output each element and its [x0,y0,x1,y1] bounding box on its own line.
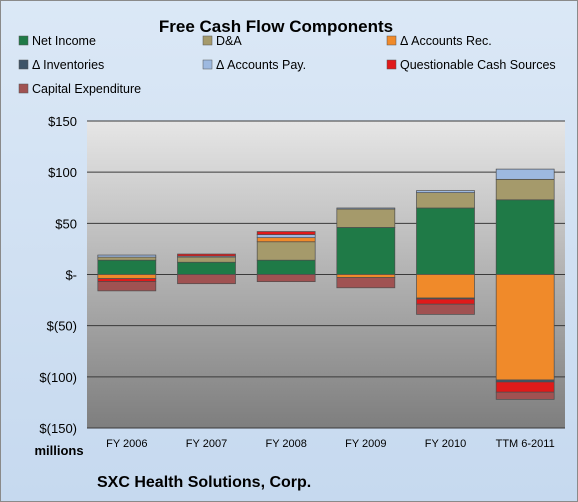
legend-label-delta-accounts-pay: Δ Accounts Pay. [216,58,306,72]
x-tick-label: FY 2006 [106,438,147,450]
bar-d-a-fy-2010 [416,192,475,209]
bar-net-income-fy-2010 [416,207,475,275]
bar-delta-accounts-pay-ttm-6-2011 [495,168,555,180]
units-label: millions [34,443,83,458]
bar-questionable-cash-sources-fy-2006 [97,278,157,283]
legend-label-d-a: D&A [216,34,242,48]
x-tick-label: FY 2008 [265,438,306,450]
bar-delta-accounts-rec-fy-2010 [416,274,475,299]
legend-label-delta-inventories: Δ Inventories [32,58,104,72]
bar-questionable-cash-sources-fy-2008 [256,231,316,235]
bar-delta-accounts-pay-fy-2008 [256,234,316,239]
bar-delta-accounts-pay-fy-2006 [97,254,157,258]
gridlines [87,120,565,429]
bar-capital-expenditure-fy-2006 [97,281,157,292]
bar-delta-accounts-pay-fy-2009 [336,207,396,210]
legend: Net Income D&A Δ Accounts Rec. Δ Inventorie… [18,34,556,96]
y-axis: $150 $100 $50 $- $(50) $(100) $(150) [39,114,77,436]
legend-swatch-capital-expenditure [18,83,29,94]
x-axis: FY 2006 FY 2007 FY 2008 FY 2009 FY 2010 TTM 6… [106,438,555,450]
y-tick-label: $- [65,268,77,283]
bars [97,168,555,400]
y-tick-label: $100 [48,165,77,180]
legend-swatch-net-income [18,35,29,46]
bar-net-income-fy-2006 [97,259,157,275]
y-tick-label: $(50) [47,319,77,334]
chart-title: Free Cash Flow Components [159,17,393,36]
legend-label-capital-expenditure: Capital Expenditure [32,82,141,96]
bar-net-income-ttm-6-2011 [495,199,555,275]
bar-delta-accounts-rec-fy-2006 [97,274,157,279]
legend-swatch-d-a [202,35,213,46]
bar-net-income-fy-2007 [177,261,236,275]
y-tick-label: $50 [55,216,77,231]
bar-d-a-fy-2009 [336,208,396,228]
x-tick-label: FY 2007 [186,438,227,450]
bar-net-income-fy-2008 [256,259,316,275]
bar-questionable-cash-sources-fy-2010 [416,298,475,305]
bar-d-a-ttm-6-2011 [495,178,555,201]
y-tick-label: $(100) [39,370,77,385]
bar-delta-accounts-pay-fy-2010 [416,190,475,193]
y-tick-label: $150 [48,114,77,129]
x-tick-label: FY 2010 [425,438,466,450]
legend-label-net-income: Net Income [32,34,96,48]
legend-swatch-delta-inventories [18,59,29,70]
legend-swatch-delta-accounts-rec [386,35,397,46]
bar-capital-expenditure-ttm-6-2011 [495,391,555,400]
bar-delta-accounts-rec-ttm-6-2011 [495,274,555,381]
legend-label-questionable-cash-sources: Questionable Cash Sources [400,58,556,72]
bar-capital-expenditure-fy-2010 [416,303,475,315]
legend-swatch-questionable-cash-sources [386,59,397,70]
bar-questionable-cash-sources-fy-2007 [177,253,236,257]
bar-questionable-cash-sources-ttm-6-2011 [495,381,555,393]
x-tick-label: TTM 6-2011 [496,438,555,450]
bar-capital-expenditure-fy-2007 [177,274,236,285]
bar-d-a-fy-2007 [177,256,236,263]
bar-d-a-fy-2008 [256,241,316,261]
legend-swatch-delta-accounts-pay [202,59,213,70]
bar-net-income-fy-2009 [336,227,396,275]
legend-label-delta-accounts-rec: Δ Accounts Rec. [400,34,492,48]
x-tick-label: FY 2009 [345,438,386,450]
bar-capital-expenditure-fy-2008 [256,274,316,283]
bar-capital-expenditure-fy-2009 [336,277,396,289]
bar-delta-accounts-rec-fy-2009 [336,274,396,278]
y-tick-label: $(150) [39,421,77,436]
bar-d-a-fy-2006 [97,256,157,261]
company-name: SXC Health Solutions, Corp. [97,474,311,491]
bar-delta-accounts-rec-fy-2008 [256,237,316,243]
